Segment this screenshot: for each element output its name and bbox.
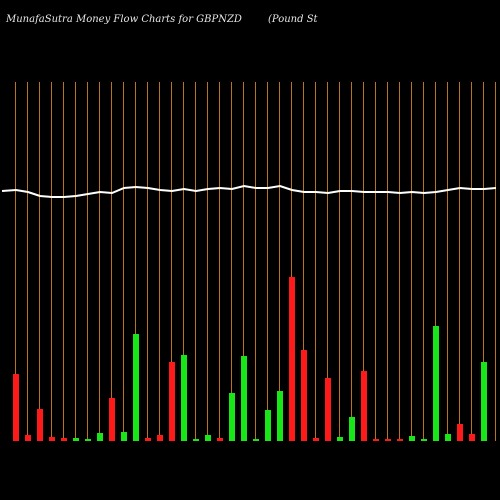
money-flow-bar: [181, 355, 187, 441]
money-flow-bar: [49, 437, 55, 441]
money-flow-bar: [97, 433, 103, 441]
money-flow-bar: [133, 334, 139, 441]
money-flow-bar: [121, 432, 127, 441]
money-flow-bar: [301, 350, 307, 441]
price-line: [1, 184, 497, 198]
money-flow-bar: [169, 362, 175, 441]
money-flow-bar: [73, 438, 79, 441]
money-flow-bar: [469, 434, 475, 441]
money-flow-bar: [325, 378, 331, 441]
money-flow-bar: [397, 439, 403, 441]
money-flow-bar: [25, 435, 31, 441]
money-flow-bar: [241, 356, 247, 441]
money-flow-bar: [445, 434, 451, 441]
money-flow-bar: [193, 439, 199, 441]
chart-header: MunafaSutra Money Flow Charts for GBPNZD…: [0, 0, 500, 40]
money-flow-bar: [385, 439, 391, 441]
money-flow-bar: [373, 439, 379, 441]
money-flow-bar: [349, 417, 355, 441]
money-flow-bar: [85, 439, 91, 441]
money-flow-bar: [265, 410, 271, 441]
money-flow-bar: [145, 438, 151, 441]
chart-title: MunafaSutra Money Flow Charts for GBPNZD: [6, 14, 242, 25]
money-flow-bar: [421, 439, 427, 441]
money-flow-bar: [229, 393, 235, 441]
money-flow-bar: [361, 371, 367, 441]
money-flow-bar: [457, 424, 463, 441]
money-flow-bar: [277, 391, 283, 441]
money-flow-bar: [313, 438, 319, 441]
money-flow-bar: [205, 435, 211, 441]
money-flow-bar: [217, 438, 223, 441]
money-flow-bar: [61, 438, 67, 441]
money-flow-bar: [253, 439, 259, 441]
money-flow-bar: [37, 409, 43, 441]
money-flow-bar: [481, 362, 487, 441]
money-flow-bar: [337, 437, 343, 441]
money-flow-bar: [433, 326, 439, 441]
money-flow-bar: [289, 277, 295, 441]
money-flow-bar: [109, 398, 115, 441]
chart-subtitle: (Pound St: [268, 14, 318, 25]
money-flow-bar: [157, 435, 163, 441]
money-flow-bar: [13, 374, 19, 441]
money-flow-bar: [409, 436, 415, 441]
